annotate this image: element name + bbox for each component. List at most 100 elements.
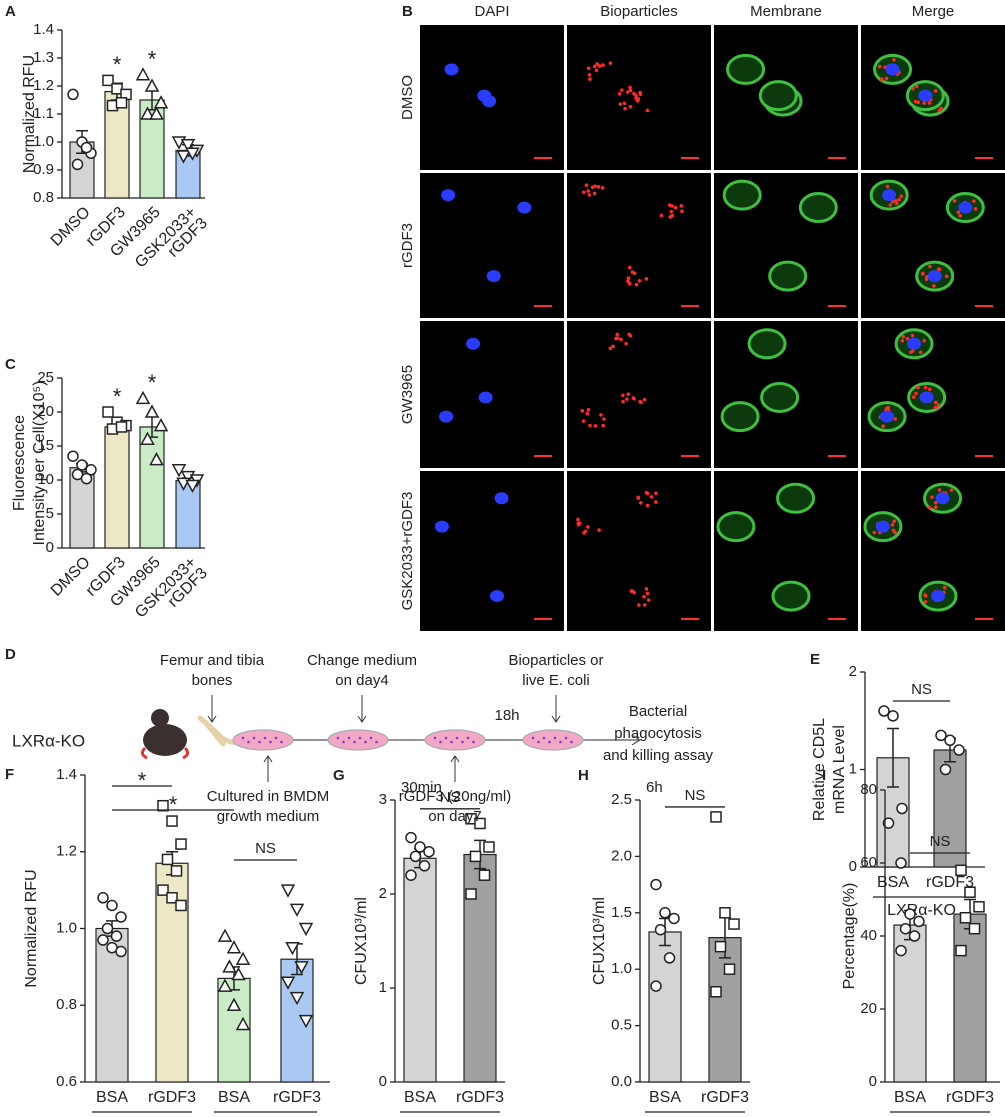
bioparticle [891, 528, 896, 533]
y-tick-label: 60 [860, 854, 877, 871]
data-point [973, 901, 985, 913]
bioparticle [622, 101, 627, 106]
data-point [964, 886, 976, 898]
panel-label: I [822, 767, 826, 784]
panel-label: D [5, 646, 16, 663]
bioparticle [583, 529, 588, 534]
bioparticle [626, 276, 631, 280]
bioparticle [911, 86, 915, 91]
bioparticle [644, 277, 649, 281]
data-point [968, 922, 981, 935]
y-tick-label: 0.5 [611, 1017, 632, 1034]
data-point [115, 421, 128, 433]
nucleus [875, 520, 890, 533]
bioparticle [892, 58, 896, 62]
image-background [567, 471, 711, 631]
bar [175, 480, 201, 549]
bioparticle [592, 64, 597, 69]
data-point [280, 976, 296, 990]
bioparticle [654, 500, 658, 504]
y-tick-label: 1.2 [33, 77, 54, 94]
bioparticle [639, 400, 643, 405]
nucleus [478, 391, 493, 404]
data-point [106, 899, 118, 912]
data-point [226, 997, 242, 1011]
data-point [465, 888, 477, 900]
nucleus [477, 89, 492, 102]
bioparticle [884, 76, 889, 81]
bioparticle [939, 106, 943, 111]
bioparticle [973, 207, 978, 211]
bioparticle [582, 190, 586, 195]
data-point [76, 459, 88, 471]
bioparticle [590, 185, 595, 190]
y-axis-label: Fluorescence [11, 415, 28, 511]
bioparticle [913, 99, 918, 104]
micrograph [861, 321, 1005, 468]
bioparticle [597, 528, 601, 532]
diagram-subject: LXRα-KO [12, 731, 85, 750]
y-tick-label: 1 [379, 979, 387, 996]
y-tick-label: 1.0 [56, 919, 77, 936]
data-point [285, 941, 300, 956]
bioparticle [927, 506, 932, 510]
x-tick-label: rGDF3 [273, 1089, 321, 1106]
data-point [171, 464, 187, 478]
micrograph [714, 25, 858, 170]
bioparticle [626, 279, 630, 283]
bioparticle [628, 265, 632, 270]
data-point [714, 940, 727, 953]
data-point [654, 923, 667, 936]
data-point [157, 799, 169, 812]
cell-dot [258, 740, 261, 744]
bioparticle [645, 591, 650, 596]
y-tick-label: 1 [849, 760, 857, 777]
cell-dot [466, 736, 470, 740]
image-background [567, 321, 711, 468]
data-point [166, 815, 178, 827]
comparison-label: * [138, 768, 147, 793]
bioparticle [644, 490, 649, 495]
cell-dot [353, 740, 356, 744]
comparison-label: NS [930, 833, 951, 850]
micrograph [420, 173, 564, 318]
data-point [409, 850, 422, 863]
data-point [414, 841, 426, 853]
bioparticle [581, 419, 586, 423]
bioparticle [637, 279, 642, 283]
nucleus [466, 337, 481, 350]
bioparticle [580, 409, 585, 413]
nucleus [494, 492, 509, 505]
cell-dot [461, 740, 464, 744]
bioparticle [615, 332, 620, 337]
x-tick-label: BSA [96, 1089, 128, 1106]
data-point [882, 817, 895, 829]
bioparticle [888, 203, 893, 207]
bioparticle [933, 89, 938, 93]
diagram-text: live E. coli [522, 672, 590, 689]
significance: * [113, 52, 122, 77]
bioparticle [933, 405, 938, 410]
y-tick-label: 80 [860, 781, 877, 798]
cell-dot [336, 736, 340, 740]
diagram-text: Change medium [307, 652, 417, 669]
bioparticle [623, 106, 627, 111]
bioparticle [602, 417, 606, 421]
cell-dot [570, 740, 573, 744]
bioparticle [636, 495, 641, 500]
micrograph [861, 173, 1005, 318]
bioparticle [628, 85, 632, 90]
data-point [140, 106, 155, 120]
bioparticle [928, 264, 932, 269]
data-point [185, 147, 200, 161]
y-tick-label: 0 [849, 858, 857, 875]
data-point [953, 744, 965, 756]
comparison-label: NS [440, 789, 461, 806]
data-point [289, 991, 305, 1006]
bioparticle [936, 403, 941, 407]
y-tick-label: 0.6 [56, 1073, 77, 1090]
y-tick-label: 1.0 [611, 960, 632, 977]
bioparticle [644, 587, 649, 591]
data-point [935, 729, 947, 742]
bioparticle [576, 523, 581, 527]
